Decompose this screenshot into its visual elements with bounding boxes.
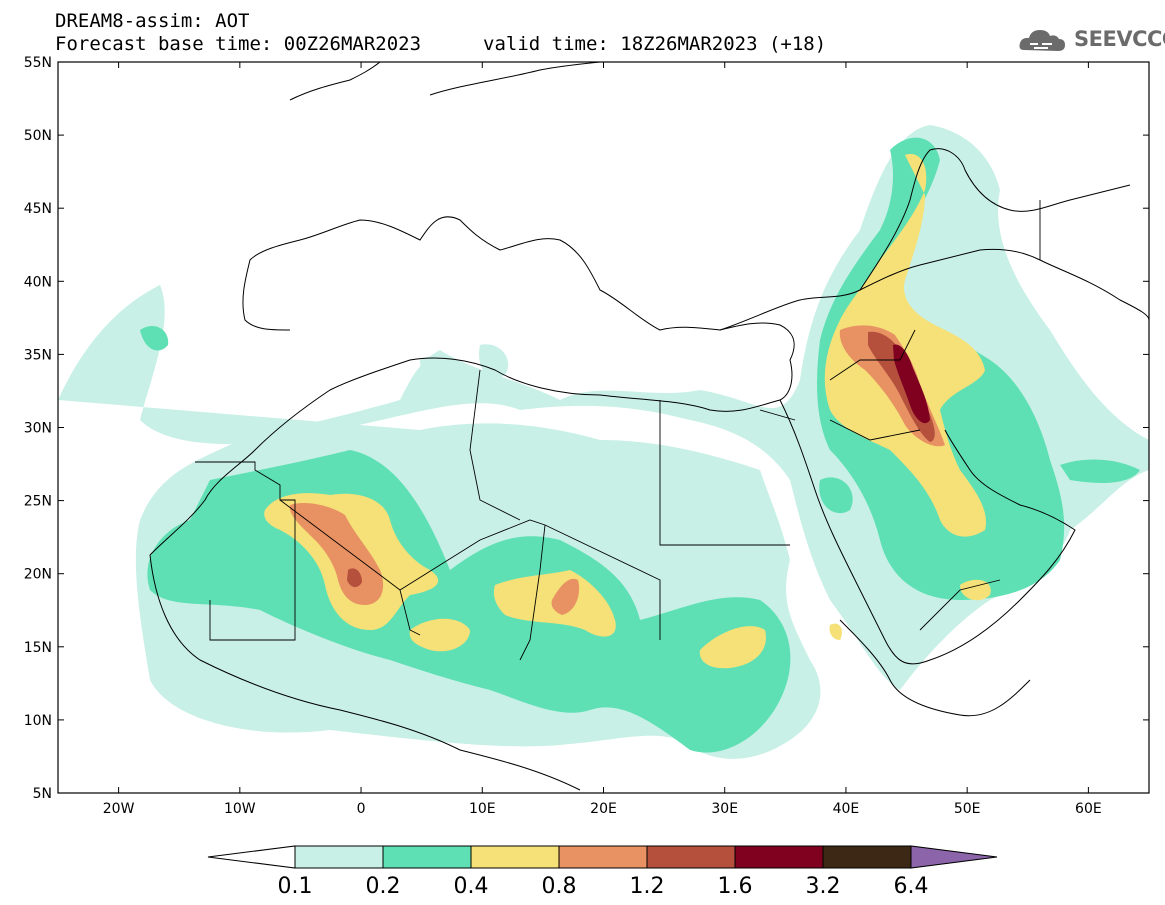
lon-tick-label: 30E [711, 801, 738, 817]
latitude-ticks: 5N 10N 15N 20N 25N 30N 35N 40N 45N 50N 55N [24, 55, 1149, 802]
lon-tick-label: 50E [954, 801, 981, 817]
lon-tick-label: 0 [357, 801, 366, 817]
lat-tick-label: 50N [24, 128, 52, 144]
lat-tick-label: 25N [24, 494, 52, 510]
colorbar-label: 0.2 [366, 874, 401, 899]
lat-tick-label: 5N [33, 786, 52, 802]
lon-tick-label: 10E [469, 801, 496, 817]
lat-tick-label: 15N [24, 640, 52, 656]
seevccc-logo: SEEVCCC [1018, 22, 1165, 58]
plot-title: DREAM8-assim: AOT [55, 10, 250, 32]
longitude-ticks: 20W 10W 0 10E 20E 30E 40E 50E 60E [103, 62, 1102, 817]
colorbar-over-arrow [910, 845, 998, 869]
lon-tick-label: 20E [590, 801, 617, 817]
colorbar: 0.1 0.2 0.4 0.8 1.2 1.6 3.2 6.4 [207, 845, 998, 899]
lat-tick-label: 55N [24, 55, 52, 71]
forecast-base-time: Forecast base time: 00Z26MAR2023 [55, 33, 422, 55]
lat-tick-label: 20N [24, 567, 52, 583]
colorbar-label: 0.4 [454, 874, 489, 899]
colorbar-label: 0.8 [542, 874, 577, 899]
lon-tick-label: 60E [1075, 801, 1102, 817]
colorbar-segment [294, 845, 384, 869]
lon-tick-label: 40E [833, 801, 860, 817]
lat-tick-label: 10N [24, 713, 52, 729]
colorbar-segment [646, 845, 736, 869]
colorbar-segment [734, 845, 824, 869]
lon-tick-label: 10W [224, 801, 256, 817]
lon-tick-label: 20W [103, 801, 135, 817]
colorbar-segment [470, 845, 560, 869]
colorbar-under-arrow [207, 845, 296, 869]
logo-text: SEEVCCC [1074, 27, 1165, 51]
lat-tick-label: 40N [24, 274, 52, 290]
valid-time: valid time: 18Z26MAR2023 (+18) [483, 33, 827, 55]
colorbar-label: 0.1 [278, 874, 313, 899]
aot-field [58, 125, 1149, 759]
colorbar-segment [382, 845, 472, 869]
borders [195, 200, 1041, 661]
lat-tick-label: 35N [24, 347, 52, 363]
lat-tick-label: 45N [24, 201, 52, 217]
lat-tick-label: 30N [24, 421, 52, 437]
aot-level-1.6 [893, 344, 930, 424]
colorbar-label: 3.2 [806, 874, 841, 899]
colorbar-label: 6.4 [894, 874, 929, 899]
colorbar-label: 1.2 [630, 874, 665, 899]
colorbar-label: 1.6 [718, 874, 753, 899]
colorbar-segment [558, 845, 648, 869]
cloud-logo-icon [1019, 30, 1065, 51]
coastlines [149, 62, 1149, 791]
colorbar-segment [822, 845, 912, 869]
